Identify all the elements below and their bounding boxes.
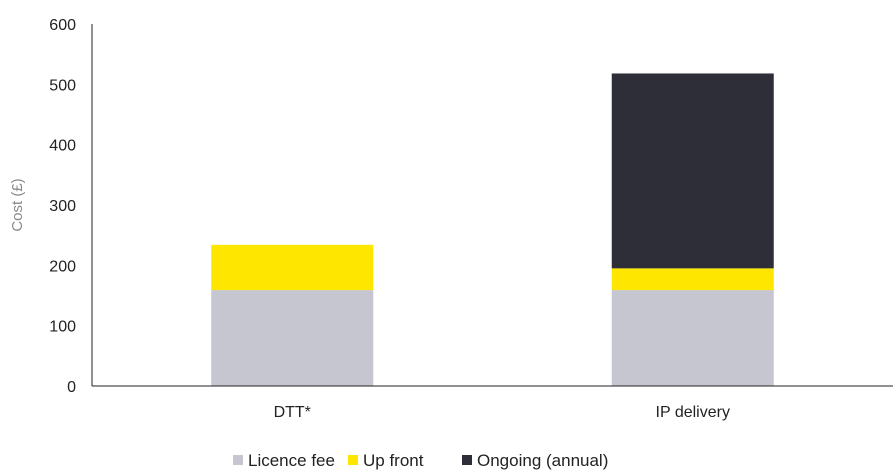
y-tick-label: 100 xyxy=(49,319,76,336)
y-axis-label: Cost (£) xyxy=(9,178,26,231)
y-tick-label: 500 xyxy=(49,77,76,94)
x-tick-label: DTT* xyxy=(274,404,311,421)
legend-swatch xyxy=(462,455,472,465)
legend: Licence fee Up front Ongoing (annual) xyxy=(233,451,608,470)
bar-segment-ongoing-annual-1 xyxy=(611,73,774,269)
legend-swatch xyxy=(233,455,243,465)
bar-segment-up-front-1 xyxy=(611,268,774,291)
legend-label: Licence fee xyxy=(248,451,335,470)
bars xyxy=(211,73,774,386)
y-tick-label: 200 xyxy=(49,258,76,275)
x-tick-label: IP delivery xyxy=(656,404,730,421)
legend-label: Up front xyxy=(363,451,424,470)
legend-label: Ongoing (annual) xyxy=(477,451,608,470)
y-tick-label: 400 xyxy=(49,138,76,155)
y-tick-label: 600 xyxy=(49,17,76,34)
bar-segment-licence-fee-1 xyxy=(611,290,774,386)
legend-swatch xyxy=(348,455,358,465)
y-tick-label: 300 xyxy=(49,198,76,215)
bar-segment-up-front-0 xyxy=(211,244,374,291)
y-tick-label: 0 xyxy=(67,379,76,396)
bar-segment-licence-fee-0 xyxy=(211,290,374,386)
y-tick-labels: 0 100 200 300 400 500 600 xyxy=(49,17,76,396)
x-tick-labels: DTT* IP delivery xyxy=(274,404,730,421)
